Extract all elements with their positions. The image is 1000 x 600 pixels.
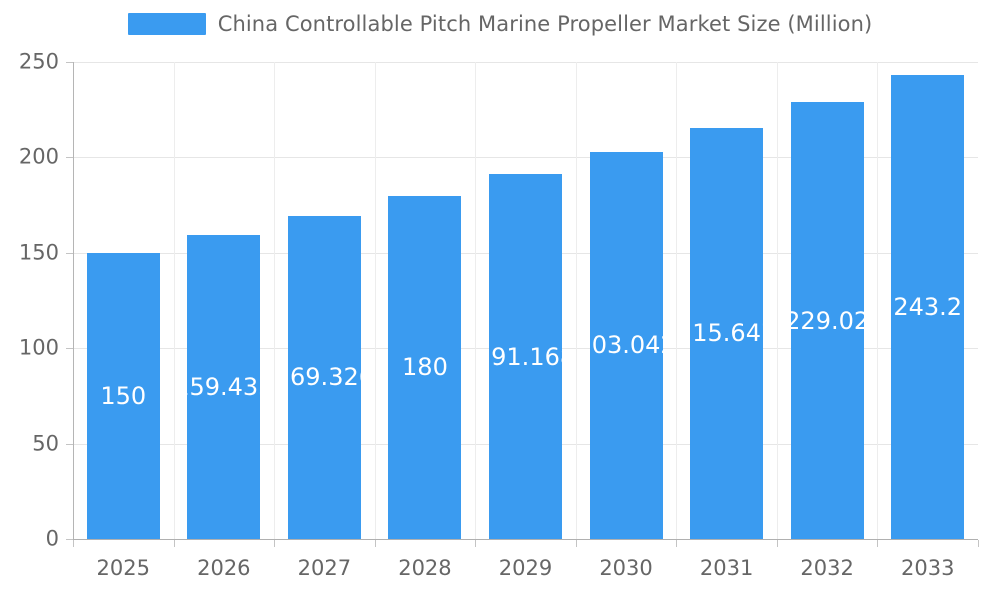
legend-color-swatch — [127, 13, 206, 35]
gridline-vertical — [676, 62, 677, 539]
y-tick-label: 250 — [18, 49, 59, 74]
y-tick-mark — [66, 443, 73, 445]
x-tick-mark — [174, 540, 175, 547]
x-tick-label: 2030 — [599, 556, 653, 580]
gridline-vertical — [777, 62, 778, 539]
x-tick-label: 2028 — [398, 556, 452, 580]
gridline-vertical — [375, 62, 376, 539]
gridline-vertical — [576, 62, 577, 539]
x-tick-label: 2032 — [800, 556, 854, 580]
y-tick-mark — [66, 252, 73, 254]
y-tick-label: 200 — [18, 144, 59, 169]
bar[interactable] — [690, 127, 764, 539]
x-tick-mark — [877, 540, 878, 547]
x-tick-label: 2027 — [297, 556, 352, 580]
y-tick-label: 0 — [45, 526, 59, 551]
bar[interactable] — [287, 215, 361, 539]
gridline-vertical — [475, 62, 476, 539]
x-tick-mark — [375, 540, 376, 547]
x-axis-line — [66, 539, 978, 540]
legend-item[interactable]: China Controllable Pitch Marine Propelle… — [127, 12, 873, 36]
x-tick-mark — [978, 540, 979, 547]
x-tick-label: 2029 — [498, 556, 553, 580]
gridline-horizontal — [73, 157, 978, 159]
gridline-vertical — [274, 62, 275, 539]
y-axis-line — [73, 62, 74, 546]
gridline-vertical — [877, 62, 878, 539]
x-tick-mark — [576, 540, 577, 547]
legend-label: China Controllable Pitch Marine Propelle… — [217, 12, 873, 36]
y-tick-label: 150 — [18, 240, 59, 265]
bar[interactable] — [388, 195, 462, 539]
x-tick-mark — [777, 540, 778, 547]
x-tick-label: 2025 — [96, 556, 150, 580]
y-tick-mark — [66, 62, 73, 63]
bar[interactable] — [489, 174, 562, 539]
x-tick-label: 2026 — [197, 556, 251, 580]
gridline-vertical — [174, 62, 175, 539]
bar[interactable] — [86, 252, 160, 539]
x-tick-mark — [676, 540, 677, 547]
gridline-horizontal — [73, 62, 978, 63]
x-tick-mark — [274, 540, 275, 547]
plot-area: 150159.435169.326180191.168203.042215.64… — [73, 62, 978, 540]
chart-legend: China Controllable Pitch Marine Propelle… — [0, 0, 1000, 48]
bar[interactable] — [187, 234, 261, 539]
x-tick-label: 2031 — [699, 556, 754, 580]
x-tick-mark — [475, 540, 476, 547]
x-tick-mark — [73, 540, 74, 547]
bar[interactable] — [891, 74, 965, 539]
bar[interactable] — [589, 151, 663, 539]
y-tick-mark — [66, 539, 73, 540]
y-tick-mark — [66, 157, 73, 159]
y-tick-label: 50 — [32, 431, 59, 456]
bar[interactable] — [790, 102, 864, 539]
x-tick-label: 2033 — [900, 556, 955, 580]
y-tick-label: 100 — [18, 335, 59, 360]
y-tick-mark — [66, 348, 73, 350]
